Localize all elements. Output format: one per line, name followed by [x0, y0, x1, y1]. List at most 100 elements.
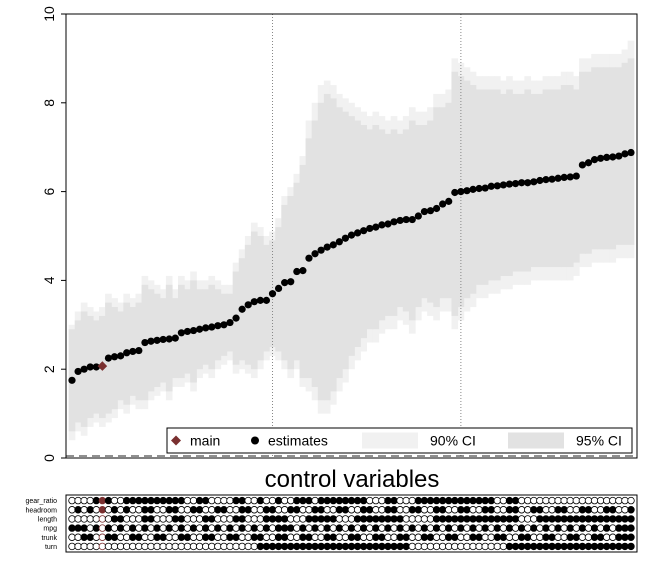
indicator-included: [475, 515, 483, 523]
indicator-included: [463, 496, 471, 505]
indicator-included: [135, 533, 143, 541]
indicator-excluded: [98, 533, 107, 541]
indicator-excluded: [536, 524, 544, 532]
indicator-included: [208, 533, 216, 541]
indicator-excluded: [208, 496, 216, 505]
estimate-point: [542, 176, 550, 184]
indicator-included: [396, 524, 404, 532]
indicator-excluded: [256, 524, 265, 532]
indicator-excluded: [244, 533, 252, 541]
indicator-included: [487, 515, 495, 523]
indicator-included: [566, 524, 574, 532]
indicator-excluded: [438, 542, 447, 551]
indicator-excluded: [548, 506, 556, 514]
indicator-included: [481, 524, 489, 532]
estimate-point: [378, 221, 386, 229]
indicator-excluded: [451, 506, 459, 514]
indicator-included: [141, 515, 149, 523]
indicator-included: [627, 533, 635, 541]
indicator-excluded: [274, 506, 283, 514]
estimate-point: [226, 318, 234, 327]
estimate-point: [390, 218, 398, 226]
indicator-excluded: [159, 506, 167, 514]
estimate-point: [420, 207, 429, 216]
indicator-excluded: [347, 515, 356, 523]
indicator-excluded: [499, 524, 508, 532]
indicator-included: [201, 533, 210, 541]
indicator-included: [566, 533, 574, 541]
indicator-included: [366, 515, 374, 523]
indicator-excluded: [80, 542, 88, 551]
indicator-included: [566, 542, 574, 551]
indicator-included: [232, 533, 240, 541]
indicator-excluded: [141, 542, 149, 551]
indicator-included: [621, 515, 629, 523]
indicator-excluded: [463, 533, 471, 541]
indicator-included: [566, 515, 574, 523]
indicator-excluded: [68, 533, 76, 541]
estimate-point: [469, 185, 477, 193]
indicator-included: [505, 496, 514, 505]
indicator-included: [305, 496, 313, 505]
indicator-excluded: [244, 542, 252, 551]
indicator-excluded: [317, 533, 325, 541]
indicator-included: [366, 542, 374, 551]
indicator-excluded: [542, 506, 550, 514]
indicator-included: [201, 515, 210, 523]
indicator-included: [293, 506, 301, 514]
indicator-excluded: [432, 533, 441, 541]
indicator-excluded: [372, 506, 380, 514]
indicator-excluded: [517, 506, 526, 514]
legend-ci90-swatch: [362, 432, 418, 449]
indicator-excluded: [116, 533, 125, 541]
indicator-included: [80, 524, 88, 532]
indicator-included: [165, 496, 173, 505]
indicator-excluded: [469, 542, 477, 551]
indicator-excluded: [426, 524, 435, 532]
indicator-excluded: [280, 506, 289, 514]
indicator-excluded: [457, 533, 465, 541]
indicator-included: [353, 542, 362, 551]
indicator-excluded: [524, 506, 532, 514]
indicator-excluded: [92, 542, 101, 551]
indicator-included: [287, 524, 295, 532]
indicator-excluded: [536, 496, 544, 505]
indicator-excluded: [220, 496, 228, 505]
indicator-excluded: [554, 533, 562, 541]
estimate-point: [250, 298, 258, 306]
estimate-point: [92, 363, 100, 371]
estimate-point: [293, 267, 301, 276]
indicator-included: [432, 515, 441, 523]
indicator-included: [378, 542, 386, 551]
indicator-excluded: [353, 524, 362, 532]
indicator-excluded: [250, 542, 258, 551]
estimate-point: [74, 367, 82, 376]
indicator-included: [305, 542, 313, 551]
indicator-excluded: [317, 524, 325, 532]
indicator-excluded: [426, 542, 435, 551]
indicator-excluded: [86, 515, 94, 523]
indicator-excluded: [584, 524, 593, 532]
indicator-excluded: [530, 533, 538, 541]
indicator-excluded: [159, 515, 167, 523]
indicator-included: [98, 496, 107, 505]
indicator-excluded: [116, 542, 125, 551]
indicator-excluded: [311, 496, 319, 505]
indicator-included: [274, 515, 283, 523]
indicator-excluded: [366, 496, 374, 505]
estimate-point: [445, 197, 453, 205]
estimate-point: [202, 324, 210, 332]
indicator-included: [329, 542, 337, 551]
indicator-excluded: [80, 515, 88, 523]
estimate-point: [311, 250, 319, 258]
indicator-excluded: [560, 524, 568, 532]
estimate-point: [402, 215, 410, 224]
indicator-included: [524, 533, 532, 541]
indicator-excluded: [195, 524, 204, 532]
indicator-included: [609, 515, 617, 523]
indicator-included: [627, 506, 635, 514]
indicator-included: [542, 542, 550, 551]
indicator-included: [451, 496, 459, 505]
indicator-excluded: [305, 506, 313, 514]
indicator-included: [110, 533, 119, 541]
